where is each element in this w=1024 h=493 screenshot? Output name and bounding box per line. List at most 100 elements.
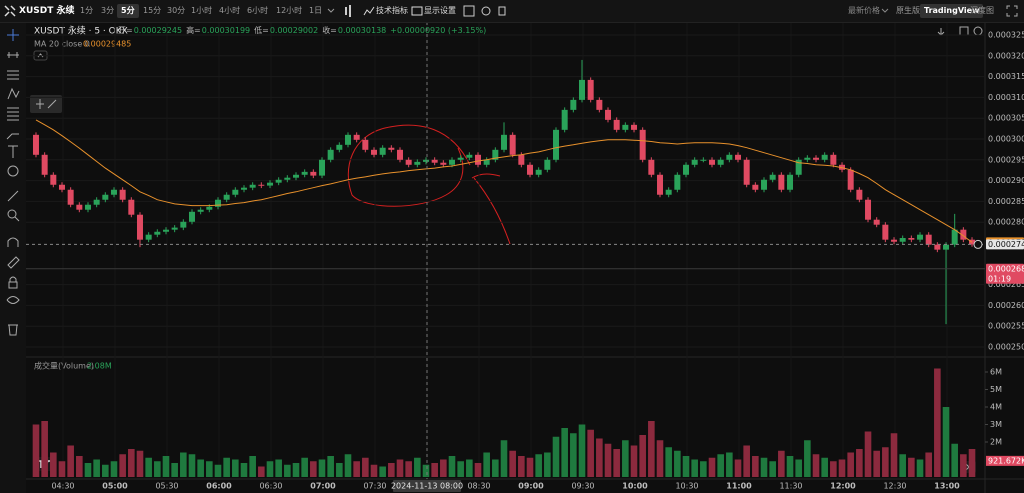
candle-body bbox=[865, 199, 872, 220]
candle-body bbox=[423, 159, 429, 162]
volume-bar bbox=[518, 456, 525, 477]
volume-bar bbox=[41, 421, 48, 477]
volume-bar bbox=[197, 459, 204, 477]
candle-body bbox=[379, 147, 386, 155]
volume-bar bbox=[327, 456, 334, 477]
candle-body bbox=[960, 229, 967, 240]
candle-body bbox=[214, 199, 221, 207]
display-button[interactable]: 显示设置 bbox=[424, 6, 456, 15]
volume-title: 成交量(Volume) bbox=[34, 361, 94, 371]
interval-tab[interactable]: 5分 bbox=[117, 4, 139, 18]
candle-body bbox=[674, 174, 681, 190]
candle-body bbox=[449, 159, 456, 165]
volume-bar bbox=[318, 459, 326, 477]
candle-body bbox=[691, 159, 698, 165]
candle-body bbox=[41, 154, 48, 175]
candle-body bbox=[171, 227, 178, 230]
candle-body bbox=[336, 144, 343, 150]
volume-tick-label: 2M bbox=[990, 438, 1002, 447]
volume-bar bbox=[570, 433, 577, 477]
x-tick-label: 11:00 bbox=[726, 482, 752, 491]
candle-body bbox=[622, 124, 629, 130]
drawing-toolbar bbox=[0, 23, 27, 493]
volume-bar bbox=[292, 463, 300, 477]
volume-bar bbox=[968, 449, 976, 477]
candle-body bbox=[128, 199, 135, 215]
volume-bar bbox=[232, 459, 239, 477]
volume-bar bbox=[440, 459, 447, 477]
interval-tab[interactable]: 12小时 bbox=[276, 6, 303, 15]
price-marker bbox=[973, 239, 983, 249]
volume-bar bbox=[882, 447, 889, 477]
volume-bar bbox=[388, 463, 395, 477]
interval-tab[interactable]: 30分 bbox=[167, 6, 186, 15]
volume-tick-label: 4M bbox=[990, 403, 1002, 412]
interval-tab[interactable]: 1小时 bbox=[191, 6, 213, 15]
volume-bar bbox=[708, 457, 716, 477]
candle-body bbox=[830, 154, 837, 165]
volume-bar bbox=[674, 450, 681, 477]
fullscreen-icon[interactable] bbox=[1006, 5, 1018, 17]
price-mode[interactable]: 最新价格 bbox=[848, 6, 880, 15]
candle-body bbox=[735, 154, 742, 160]
view-tab[interactable]: 原生版 bbox=[896, 6, 920, 15]
indicators-button[interactable]: 技术指标 bbox=[376, 6, 408, 15]
x-tick-label: 11:30 bbox=[779, 482, 802, 491]
interval-tab[interactable]: 15分 bbox=[143, 6, 162, 15]
candle-body bbox=[414, 161, 421, 165]
candle-body bbox=[162, 229, 169, 232]
candle-body bbox=[344, 134, 351, 145]
interval-tab[interactable]: 6小时 bbox=[247, 6, 269, 15]
volume-bar bbox=[206, 461, 213, 477]
volume-bar bbox=[700, 461, 707, 477]
volume-value: 2.08M bbox=[87, 362, 112, 371]
chart-area: XUSDT 永续 · 5 · OKX MA 20 close 0 0.00029… bbox=[26, 23, 1024, 493]
x-tick-label: 13:00 bbox=[934, 482, 960, 491]
candle-body bbox=[145, 234, 152, 240]
ohlc-change: +0.00000920 (+3.15%) bbox=[390, 26, 487, 35]
volume-bar bbox=[50, 452, 57, 477]
candle-body bbox=[67, 189, 74, 205]
candle-body bbox=[787, 174, 794, 190]
drawing-tools bbox=[6, 29, 20, 336]
volume-bar bbox=[119, 454, 126, 477]
floating-tool[interactable] bbox=[30, 95, 62, 113]
candle-body bbox=[700, 159, 707, 161]
view-tab[interactable]: TradingView bbox=[920, 4, 984, 18]
candle-body bbox=[934, 244, 941, 250]
ma-line bbox=[35, 119, 973, 243]
volume-bar bbox=[916, 459, 924, 477]
candle-body bbox=[310, 171, 317, 176]
candle-body bbox=[258, 184, 265, 186]
candle-body bbox=[188, 211, 195, 222]
ohlc-label: 高= bbox=[186, 26, 201, 35]
candle-body bbox=[587, 79, 594, 100]
x-tick-label: 05:30 bbox=[155, 482, 178, 491]
volume-bar bbox=[665, 447, 672, 477]
display-icon bbox=[411, 6, 423, 16]
ohlc-value: 0.00029245 bbox=[133, 26, 183, 35]
volume-bar bbox=[760, 457, 768, 477]
symbol[interactable]: XUSDT 永续 bbox=[19, 6, 75, 16]
interval-tab[interactable]: 4小时 bbox=[219, 6, 241, 15]
volume-bar bbox=[648, 421, 655, 477]
candle-body bbox=[882, 224, 889, 240]
indicator-name: MA 20 close 0 bbox=[34, 40, 90, 49]
candle-body bbox=[405, 159, 412, 165]
view-tab[interactable]: 深度图 bbox=[970, 6, 994, 15]
interval-tab[interactable]: 1分 bbox=[80, 6, 94, 15]
candle-body bbox=[778, 174, 785, 190]
y-tick-label: 0.00029500 bbox=[988, 155, 1024, 164]
interval-tab[interactable]: 1日 bbox=[309, 6, 323, 15]
volume-bar bbox=[162, 456, 170, 477]
y-tick-label: 0.00028000 bbox=[988, 218, 1024, 227]
crosshair-time: 2024-11-13 08:00 bbox=[391, 482, 463, 491]
interval-tab[interactable]: 3分 bbox=[101, 6, 115, 15]
chart-background bbox=[26, 23, 1024, 493]
candle-body bbox=[266, 182, 273, 186]
candle-body bbox=[396, 149, 403, 160]
price-sublabel: 01:19 bbox=[988, 274, 1011, 283]
y-tick-label: 0.00025500 bbox=[988, 322, 1024, 331]
y-tick-label: 0.00026000 bbox=[988, 301, 1024, 310]
volume-bar bbox=[934, 368, 941, 477]
